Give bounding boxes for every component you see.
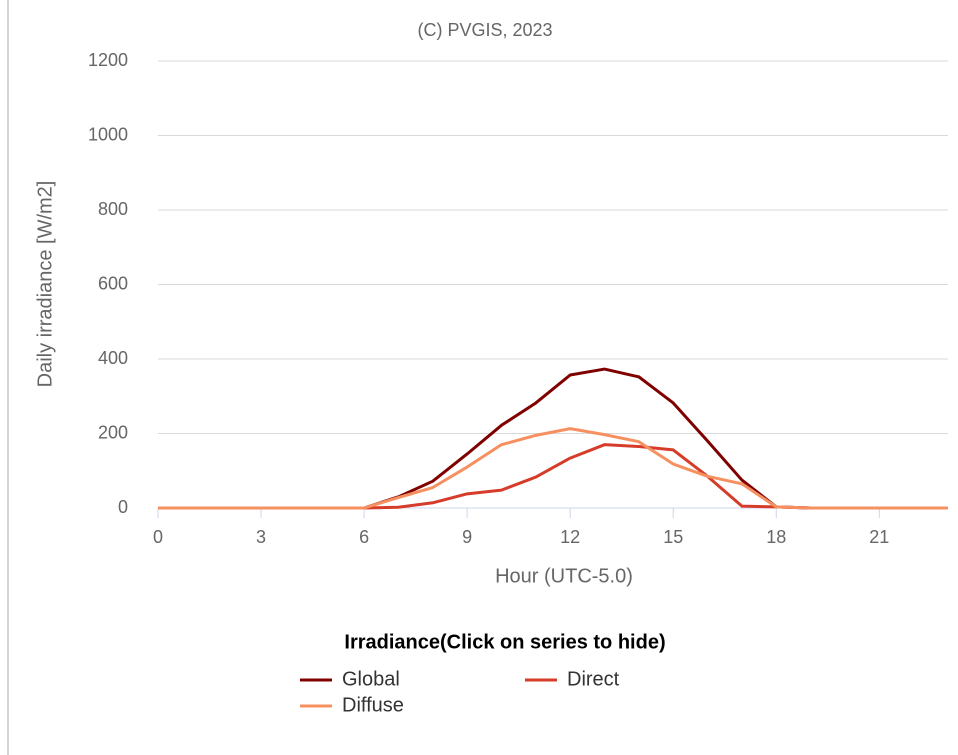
x-tick-label: 12 [560, 527, 580, 547]
x-tick-label: 0 [153, 527, 163, 547]
x-tick-label: 6 [359, 527, 369, 547]
y-tick-label: 1200 [88, 50, 128, 70]
y-tick-label: 1000 [88, 124, 128, 144]
legend-label[interactable]: Diffuse [342, 694, 404, 716]
y-axis-label: Daily irradiance [W/m2] [34, 181, 56, 388]
x-tick-label: 9 [462, 527, 472, 547]
series-line [158, 443, 948, 510]
series-line [158, 427, 948, 510]
legend-label[interactable]: Direct [567, 668, 620, 690]
y-tick-label: 600 [98, 273, 128, 293]
y-tick-label: 0 [118, 497, 128, 517]
x-axis-label: Hour (UTC-5.0) [495, 565, 633, 587]
x-tick-label: 15 [663, 527, 683, 547]
y-tick-label: 800 [98, 199, 128, 219]
y-tick-label: 400 [98, 348, 128, 368]
x-tick-label: 3 [256, 527, 266, 547]
legend-title: Irradiance(Click on series to hide) [344, 631, 665, 653]
series-line [158, 367, 948, 510]
x-tick-label: 21 [869, 527, 889, 547]
y-tick-label: 200 [98, 422, 128, 442]
legend-label[interactable]: Global [342, 668, 400, 690]
x-tick-label: 18 [766, 527, 786, 547]
chart-title: (C) PVGIS, 2023 [417, 20, 552, 40]
